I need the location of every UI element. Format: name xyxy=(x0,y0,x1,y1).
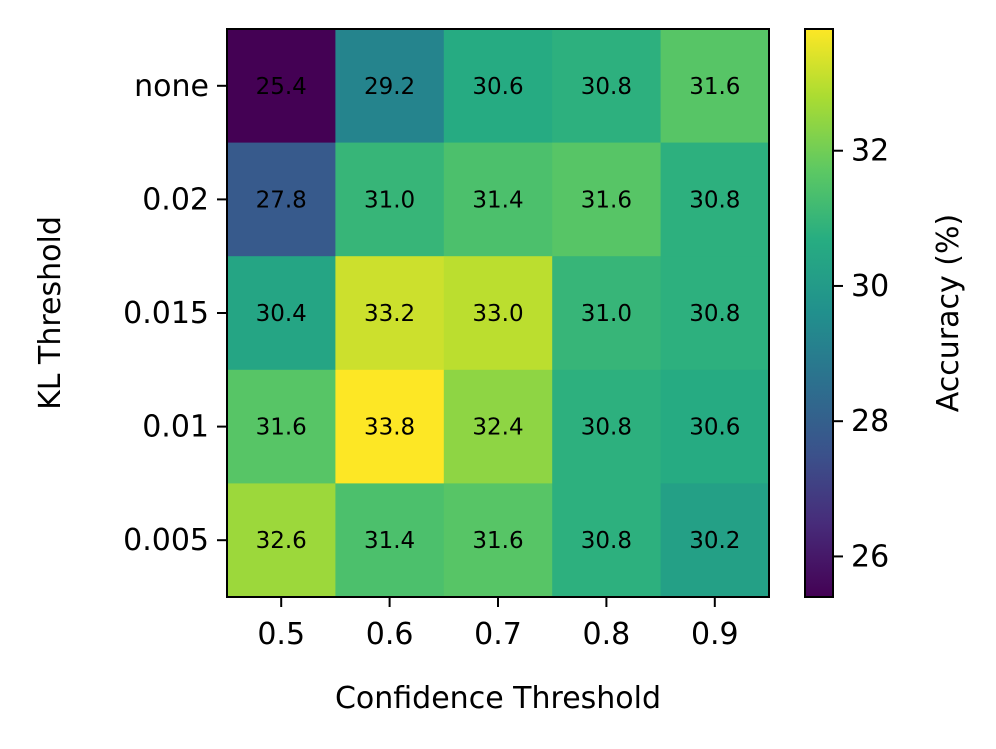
heatmap-cell xyxy=(660,142,770,257)
x-tick-label: 0.8 xyxy=(583,617,631,652)
cell-value-label: 30.6 xyxy=(472,74,523,100)
cell-value-label: 30.8 xyxy=(689,187,740,213)
cell-value-label: 29.2 xyxy=(364,74,415,100)
heatmap-cell xyxy=(443,369,553,484)
cell-value-label: 33.0 xyxy=(472,301,523,327)
cell-value-label: 33.8 xyxy=(364,415,415,441)
cell-value-label: 30.6 xyxy=(689,415,740,441)
x-tick-label: 0.5 xyxy=(257,617,305,652)
heatmap-cell xyxy=(335,256,445,371)
heatmap-cell xyxy=(443,142,553,257)
heatmap-cell xyxy=(443,256,553,371)
heatmap-cell-labels: 25.4 29.2 30.6 30.8 31.6 27.8 31.0 31.4 31.6 30.8… xyxy=(256,74,741,554)
y-tick-label: none xyxy=(134,69,209,104)
colorbar-label: Accuracy (%) xyxy=(931,214,966,412)
cell-value-label: 31.0 xyxy=(581,301,632,327)
heatmap-cell xyxy=(335,142,445,257)
heatmap-cell xyxy=(552,142,662,257)
heatmap-cell xyxy=(552,256,662,371)
heatmap-cell xyxy=(335,29,445,144)
cell-value-label: 30.8 xyxy=(581,528,632,554)
heatmap-cell xyxy=(227,29,336,144)
cell-value-label: 30.8 xyxy=(581,415,632,441)
heatmap-cell xyxy=(660,483,770,598)
x-tick-label: 0.9 xyxy=(691,617,739,652)
colorbar-tick-label: 28 xyxy=(851,404,889,439)
cell-value-label: 30.8 xyxy=(581,74,632,100)
x-axis-label: Confidence Threshold xyxy=(335,681,661,716)
y-axis-label: KL Threshold xyxy=(33,216,68,410)
colorbar xyxy=(804,28,834,598)
colorbar-tick-label: 30 xyxy=(851,269,889,304)
y-axis-ticks: none 0.02 0.015 0.01 0.005 xyxy=(123,69,227,558)
heatmap-cell xyxy=(660,29,770,144)
cell-value-label: 25.4 xyxy=(256,74,307,100)
cell-value-label: 30.2 xyxy=(689,528,740,554)
cell-value-label: 32.4 xyxy=(472,415,523,441)
y-tick-label: 0.01 xyxy=(142,410,209,445)
y-tick-label: 0.005 xyxy=(123,523,209,558)
heatmap-cell xyxy=(552,483,662,598)
y-tick-label: 0.015 xyxy=(123,296,209,331)
cell-value-label: 31.4 xyxy=(364,528,415,554)
colorbar-tick-label: 26 xyxy=(851,539,889,574)
cell-value-label: 31.4 xyxy=(472,187,523,213)
y-tick-label: 0.02 xyxy=(142,182,209,217)
x-axis-ticks: 0.5 0.6 0.7 0.8 0.9 xyxy=(257,597,739,652)
heatmap-cell xyxy=(335,483,445,598)
cell-value-label: 33.2 xyxy=(364,301,415,327)
cell-value-label: 30.8 xyxy=(689,301,740,327)
cell-value-label: 27.8 xyxy=(256,187,307,213)
heatmap-cell xyxy=(227,483,336,598)
x-tick-label: 0.7 xyxy=(474,617,522,652)
cell-value-label: 31.6 xyxy=(581,187,632,213)
colorbar-ticks: 26 28 30 32 xyxy=(833,134,889,574)
heatmap-cell xyxy=(660,256,770,371)
heatmap-cell xyxy=(227,369,336,484)
heatmap-cell xyxy=(335,369,445,484)
cell-value-label: 31.6 xyxy=(256,415,307,441)
cell-value-label: 31.6 xyxy=(472,528,523,554)
cell-value-label: 30.4 xyxy=(256,301,307,327)
heatmap-cell xyxy=(443,483,553,598)
heatmap-cell xyxy=(227,256,336,371)
colorbar-tick-label: 32 xyxy=(851,134,889,169)
heatmap-cells xyxy=(227,29,770,598)
heatmap-cell xyxy=(443,29,553,144)
heatmap-cell xyxy=(552,29,662,144)
heatmap-cell xyxy=(660,369,770,484)
heatmap-cell xyxy=(552,369,662,484)
x-tick-label: 0.6 xyxy=(366,617,414,652)
cell-value-label: 31.0 xyxy=(364,187,415,213)
cell-value-label: 31.6 xyxy=(689,74,740,100)
cell-value-label: 32.6 xyxy=(256,528,307,554)
heatmap-cell xyxy=(227,142,336,257)
